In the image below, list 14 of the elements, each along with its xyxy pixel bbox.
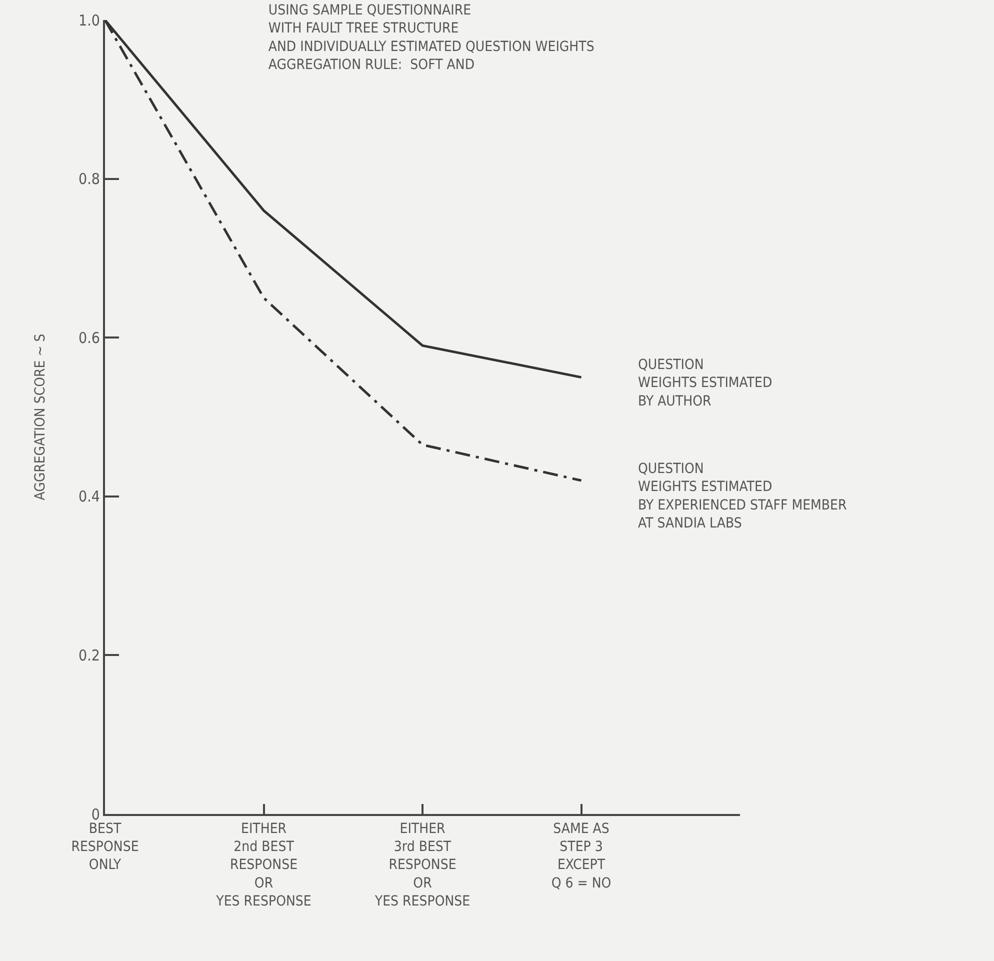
y-tick-label: 0.4 [78, 488, 100, 506]
x-tick-label: EITHER 2nd BEST RESPONSE OR YES RESPONSE [215, 820, 312, 910]
y-tick-label: 0.8 [78, 170, 100, 188]
y-axis-title: AGGREGATION SCORE ~ S [32, 334, 49, 500]
y-tick-label: 1.0 [78, 11, 100, 30]
y-tick-label: 0 [91, 805, 100, 824]
x-tick-label: BEST RESPONSE ONLY [71, 820, 139, 874]
y-tick-label: 0.6 [78, 328, 100, 347]
y-tick-label: 0.2 [78, 646, 100, 664]
x-tick-label: EITHER 3rd BEST RESPONSE OR YES RESPONSE [374, 820, 470, 910]
text: USING SAMPLE QUESTIONNAIRE WITH FAULT TREE STRUCTURE AND INDIVIDUALLY ESTIMATED QUESTION WEIGHTS AGGREGATION RULE: SOFT AND [268, 2, 594, 74]
text: QUESTION WEIGHTS ESTIMATED BY EXPERIENCED STAFF MEMBER AT SANDIA LABS [638, 461, 847, 532]
text: QUESTION WEIGHTS ESTIMATED BY AUTHOR [638, 357, 772, 410]
x-tick-label: SAME AS STEP 3 EXCEPT Q 6 = NO [551, 820, 612, 892]
